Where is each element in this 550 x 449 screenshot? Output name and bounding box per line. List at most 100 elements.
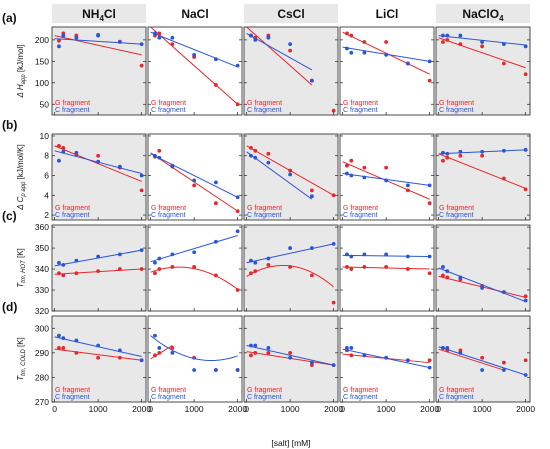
y-tick-label: 300 <box>35 323 49 333</box>
c-fragment-point <box>441 150 445 155</box>
g-fragment-point <box>266 350 271 355</box>
c-fragment-point <box>405 254 410 259</box>
c-fragment-point <box>445 346 450 350</box>
x-tick-label: 1000 <box>473 404 492 414</box>
g-fragment-point <box>427 271 432 276</box>
g-fragment-point <box>74 350 79 355</box>
g-fragment-point <box>266 262 271 267</box>
c-fragment-point <box>309 78 314 83</box>
c-fragment-point <box>253 260 258 265</box>
g-fragment-point <box>384 265 389 269</box>
c-fragment-point <box>57 333 61 338</box>
c-fragment-point <box>249 33 253 38</box>
y-tick-label: 360 <box>35 222 49 232</box>
c-fragment-point <box>288 42 293 47</box>
c-fragment-point <box>157 256 162 261</box>
c-fragment-point <box>157 35 162 40</box>
x-tick-label: 1000 <box>89 404 108 414</box>
legend-g-fragment: G fragment <box>55 387 90 394</box>
legend-g-fragment: G fragment <box>247 100 282 107</box>
g-fragment-point <box>427 78 432 83</box>
g-fragment-point <box>57 38 61 43</box>
legend-g-fragment: G fragment <box>55 100 90 107</box>
c-fragment-point <box>288 246 293 250</box>
g-fragment-fit-line <box>150 266 238 290</box>
panel-c-naclo4 <box>435 224 531 312</box>
c-fragment-point <box>192 250 197 255</box>
c-fragment-point <box>235 63 240 68</box>
legend-c-fragment: C fragment <box>439 394 474 401</box>
legend-g-fragment: G fragment <box>151 100 186 107</box>
c-fragment-point <box>458 149 463 154</box>
panel-frame <box>435 26 531 116</box>
panel-frame <box>339 224 435 312</box>
panel-frame <box>147 224 243 312</box>
g-fragment-point <box>61 145 66 150</box>
c-fragment-point <box>405 61 410 66</box>
g-fragment-point <box>235 209 240 214</box>
panel-frame <box>147 133 243 221</box>
c-fragment-fit-line <box>150 335 238 361</box>
c-fragment-point <box>249 258 253 263</box>
g-fragment-point <box>480 44 485 49</box>
x-axis-label: [salt] [mM] <box>271 438 310 448</box>
panel-frame <box>147 315 243 403</box>
c-fragment-point <box>253 37 258 42</box>
c-fragment-point <box>266 35 271 40</box>
panel-frame <box>51 26 147 116</box>
g-fragment-fit-line <box>246 26 313 86</box>
c-fragment-point <box>157 155 162 160</box>
g-fragment-point <box>331 108 336 113</box>
g-fragment-point <box>445 275 450 280</box>
c-fragment-point <box>345 171 349 176</box>
g-fragment-point <box>362 40 367 44</box>
c-fragment-point <box>345 46 349 51</box>
g-fragment-point <box>213 83 218 87</box>
g-fragment-point <box>96 269 101 274</box>
g-fragment-point <box>170 346 175 350</box>
g-fragment-point <box>61 346 66 350</box>
panel-frame <box>435 315 531 403</box>
c-fragment-point <box>57 260 61 265</box>
g-fragment-point <box>441 158 445 163</box>
g-fragment-point <box>213 273 218 278</box>
c-fragment-point <box>213 57 218 62</box>
panel-c-cscl <box>243 224 339 312</box>
g-fragment-fit-line <box>438 348 505 371</box>
c-fragment-point <box>170 252 175 257</box>
column-header-bg <box>52 4 146 23</box>
g-fragment-point <box>157 31 162 36</box>
g-fragment-point <box>331 300 336 305</box>
c-fragment-point <box>480 368 485 372</box>
c-fragment-point <box>501 148 506 153</box>
g-fragment-point <box>213 201 218 206</box>
c-fragment-point <box>384 252 389 257</box>
g-fragment-point <box>249 271 253 276</box>
legend-g-fragment: G fragment <box>439 205 474 212</box>
c-fragment-point <box>61 336 66 341</box>
g-fragment-point <box>288 350 293 355</box>
panel-frame <box>51 133 147 221</box>
column-header-licl: LiCl <box>376 7 399 21</box>
c-fragment-point <box>253 343 258 348</box>
g-fragment-point <box>96 153 101 158</box>
y-axis-label: Δ Happ [kJ/mol] <box>16 45 27 99</box>
c-fragment-point <box>153 333 157 338</box>
g-fragment-point <box>157 267 162 271</box>
g-fragment-point <box>253 148 258 153</box>
g-fragment-point <box>384 165 389 170</box>
panel-frame <box>435 133 531 221</box>
legend-c-fragment: C fragment <box>343 394 378 401</box>
c-fragment-point <box>96 159 101 164</box>
g-fragment-point <box>170 265 175 269</box>
g-fragment-point <box>480 355 485 360</box>
g-fragment-point <box>523 187 528 192</box>
c-fragment-point <box>501 368 506 372</box>
y-tick-label: 150 <box>35 56 49 66</box>
legend-c-fragment: C fragment <box>151 212 186 219</box>
x-tick-label: 1000 <box>185 404 204 414</box>
